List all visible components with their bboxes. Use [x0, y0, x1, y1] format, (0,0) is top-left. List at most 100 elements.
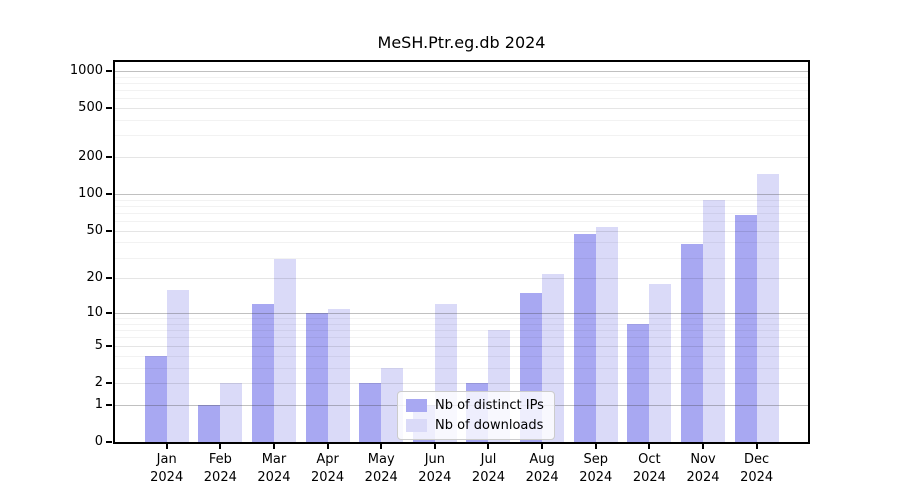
bar-distinct-ips-jan	[144, 355, 167, 442]
gridline-50	[115, 230, 808, 232]
gridline-200	[115, 157, 808, 159]
y-tick-mark-500	[106, 107, 112, 110]
legend-label-distinct-ips: Nb of distinct IPs	[435, 398, 544, 413]
x-tick-label-jun: Jun 2024	[418, 452, 452, 485]
bar-downloads-apr	[327, 308, 350, 442]
x-tick-mark-jun	[433, 444, 436, 449]
bar-distinct-ips-nov	[681, 243, 703, 442]
x-tick-mark-aug	[541, 444, 544, 449]
x-tick-mark-mar	[272, 444, 275, 449]
y-tick-label-20: 20	[86, 270, 103, 286]
y-tick-label-10: 10	[86, 305, 103, 321]
gridline-60	[115, 221, 808, 223]
y-tick-label-200: 200	[78, 149, 103, 165]
legend-label-downloads: Nb of downloads	[435, 418, 544, 433]
y-tick-label-1: 1	[94, 396, 103, 412]
gridline-800	[115, 82, 808, 84]
gridline-80	[115, 205, 808, 207]
bar-downloads-sep	[595, 226, 618, 442]
gridline-7	[115, 330, 808, 332]
y-tick-label-5: 5	[94, 337, 103, 353]
bar-downloads-mar	[273, 259, 296, 442]
gridline-4	[115, 355, 808, 357]
y-tick-mark-0	[106, 441, 112, 443]
x-tick-mark-nov	[702, 444, 704, 449]
x-tick-mark-jul	[487, 444, 490, 449]
gridline-600	[115, 98, 808, 100]
y-tick-mark-50	[106, 229, 112, 232]
bar-distinct-ips-feb	[198, 404, 221, 442]
bar-downloads-oct	[649, 283, 672, 442]
y-tick-mark-1	[106, 403, 112, 406]
x-tick-label-apr: Apr 2024	[311, 452, 345, 485]
gridline-2	[115, 382, 808, 384]
x-tick-mark-oct	[648, 444, 651, 449]
x-tick-label-sep: Sep 2024	[579, 452, 613, 485]
bar-distinct-ips-dec	[734, 215, 757, 442]
x-tick-mark-apr	[326, 444, 329, 449]
gridline-8	[115, 323, 808, 325]
x-tick-label-feb: Feb 2024	[203, 452, 237, 485]
x-tick-mark-may	[380, 444, 383, 449]
gridline-700	[115, 89, 808, 91]
bar-downloads-feb	[220, 382, 243, 442]
y-tick-label-0: 0	[94, 434, 103, 449]
bar-distinct-ips-sep	[573, 234, 596, 442]
chart-title: MeSH.Ptr.eg.db 2024	[377, 33, 546, 52]
x-tick-label-mar: Mar 2024	[257, 452, 291, 485]
x-tick-mark-feb	[219, 444, 222, 449]
gridline-20	[115, 278, 808, 280]
gridline-400	[115, 119, 808, 121]
x-tick-mark-jan	[165, 444, 168, 449]
gridline-6	[115, 337, 808, 339]
x-tick-label-nov: Nov 2024	[686, 452, 720, 485]
legend: Nb of distinct IPs Nb of downloads	[397, 391, 555, 440]
y-tick-label-100: 100	[78, 186, 103, 202]
x-tick-label-jul: Jul 2024	[471, 452, 506, 485]
legend-swatch-distinct-ips	[406, 399, 427, 412]
gridline-90	[115, 199, 808, 201]
gridline-40	[115, 242, 808, 244]
x-tick-label-may: May 2024	[364, 452, 398, 485]
x-tick-label-oct: Oct 2024	[632, 452, 666, 485]
y-tick-mark-100	[106, 193, 112, 196]
gridline-70	[115, 212, 808, 214]
y-tick-label-2: 2	[94, 374, 103, 390]
gridline-10	[115, 313, 808, 315]
x-tick-label-jan: Jan 2024	[150, 452, 184, 485]
gridline-900	[115, 76, 808, 78]
x-tick-mark-dec	[755, 444, 758, 449]
bar-downloads-dec	[756, 173, 779, 442]
y-tick-mark-200	[106, 156, 112, 159]
gridline-500	[115, 108, 808, 110]
bar-downloads-nov	[703, 199, 725, 442]
bar-distinct-ips-mar	[251, 304, 274, 442]
plot-inner	[115, 62, 808, 442]
y-tick-label-50: 50	[86, 222, 103, 238]
y-tick-mark-10	[106, 312, 112, 315]
bar-distinct-ips-oct	[627, 323, 650, 442]
bar-downloads-jan	[166, 289, 189, 442]
bar-distinct-ips-apr	[305, 313, 328, 442]
gridline-30	[115, 257, 808, 259]
gridline-1000	[115, 70, 808, 72]
legend-item-distinct-ips: Nb of distinct IPs	[406, 398, 544, 413]
legend-swatch-downloads	[406, 419, 427, 432]
gridline-300	[115, 135, 808, 137]
gridline-9	[115, 318, 808, 320]
x-tick-label-aug: Aug 2024	[525, 452, 559, 485]
x-tick-mark-sep	[594, 444, 597, 449]
y-tick-mark-20	[106, 277, 112, 280]
y-tick-label-500: 500	[78, 100, 103, 116]
plot-area: Nb of distinct IPs Nb of downloads	[113, 60, 810, 444]
y-tick-mark-5	[106, 344, 112, 347]
gridline-5	[115, 345, 808, 347]
y-tick-mark-2	[106, 381, 112, 384]
gridline-3	[115, 367, 808, 369]
x-tick-label-dec: Dec 2024	[740, 452, 774, 485]
gridline-100	[115, 194, 808, 196]
y-tick-mark-1000	[106, 69, 112, 72]
bar-distinct-ips-may	[359, 382, 382, 442]
y-tick-label-1000: 1000	[69, 62, 103, 78]
